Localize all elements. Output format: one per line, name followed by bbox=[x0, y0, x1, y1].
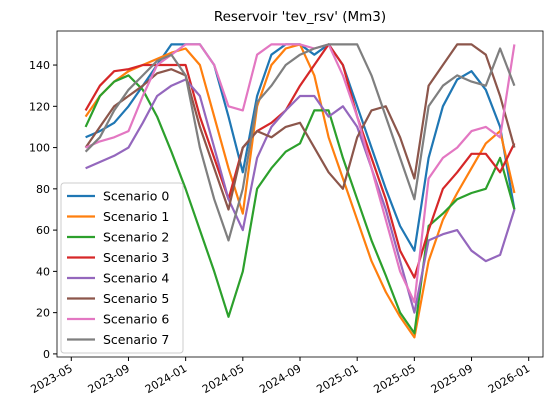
legend-label: Scenario 4 bbox=[103, 271, 169, 286]
legend-label: Scenario 5 bbox=[103, 291, 169, 306]
y-tick-label: 100 bbox=[29, 142, 50, 155]
legend-label: Scenario 0 bbox=[103, 189, 169, 204]
legend-label: Scenario 6 bbox=[103, 312, 169, 327]
x-tick-label: 2023-09 bbox=[86, 362, 132, 396]
x-tick-label: 2024-05 bbox=[200, 362, 246, 396]
y-tick-label: 140 bbox=[29, 59, 50, 72]
legend-label: Scenario 3 bbox=[103, 250, 169, 265]
x-tick-label: 2024-09 bbox=[257, 362, 303, 396]
y-tick-label: 0 bbox=[43, 348, 50, 361]
legend-box bbox=[60, 182, 184, 354]
x-tick-label: 2024-01 bbox=[143, 362, 189, 396]
series-line bbox=[84, 74, 516, 335]
series-line bbox=[85, 43, 516, 304]
y-tick-label: 120 bbox=[29, 100, 50, 113]
y-tick-label: 40 bbox=[36, 265, 50, 278]
y-tick-label: 20 bbox=[36, 307, 50, 320]
chart-title: Reservoir 'tev_rsv' (Mm3) bbox=[214, 9, 386, 25]
legend-label: Scenario 1 bbox=[103, 209, 169, 224]
series-line bbox=[84, 43, 516, 242]
x-tick-label: 2025-01 bbox=[314, 362, 360, 396]
series-line bbox=[85, 78, 516, 314]
x-tick-label: 2023-05 bbox=[28, 362, 74, 396]
y-tick-label: 60 bbox=[36, 224, 50, 237]
legend-label: Scenario 2 bbox=[103, 230, 169, 245]
legend-label: Scenario 7 bbox=[103, 332, 169, 347]
series-line bbox=[84, 43, 516, 211]
x-tick-label: 2026-01 bbox=[486, 362, 532, 396]
x-tick-label: 2025-09 bbox=[429, 362, 475, 396]
y-tick-label: 80 bbox=[36, 183, 50, 196]
x-tick-label: 2025-05 bbox=[372, 362, 418, 396]
